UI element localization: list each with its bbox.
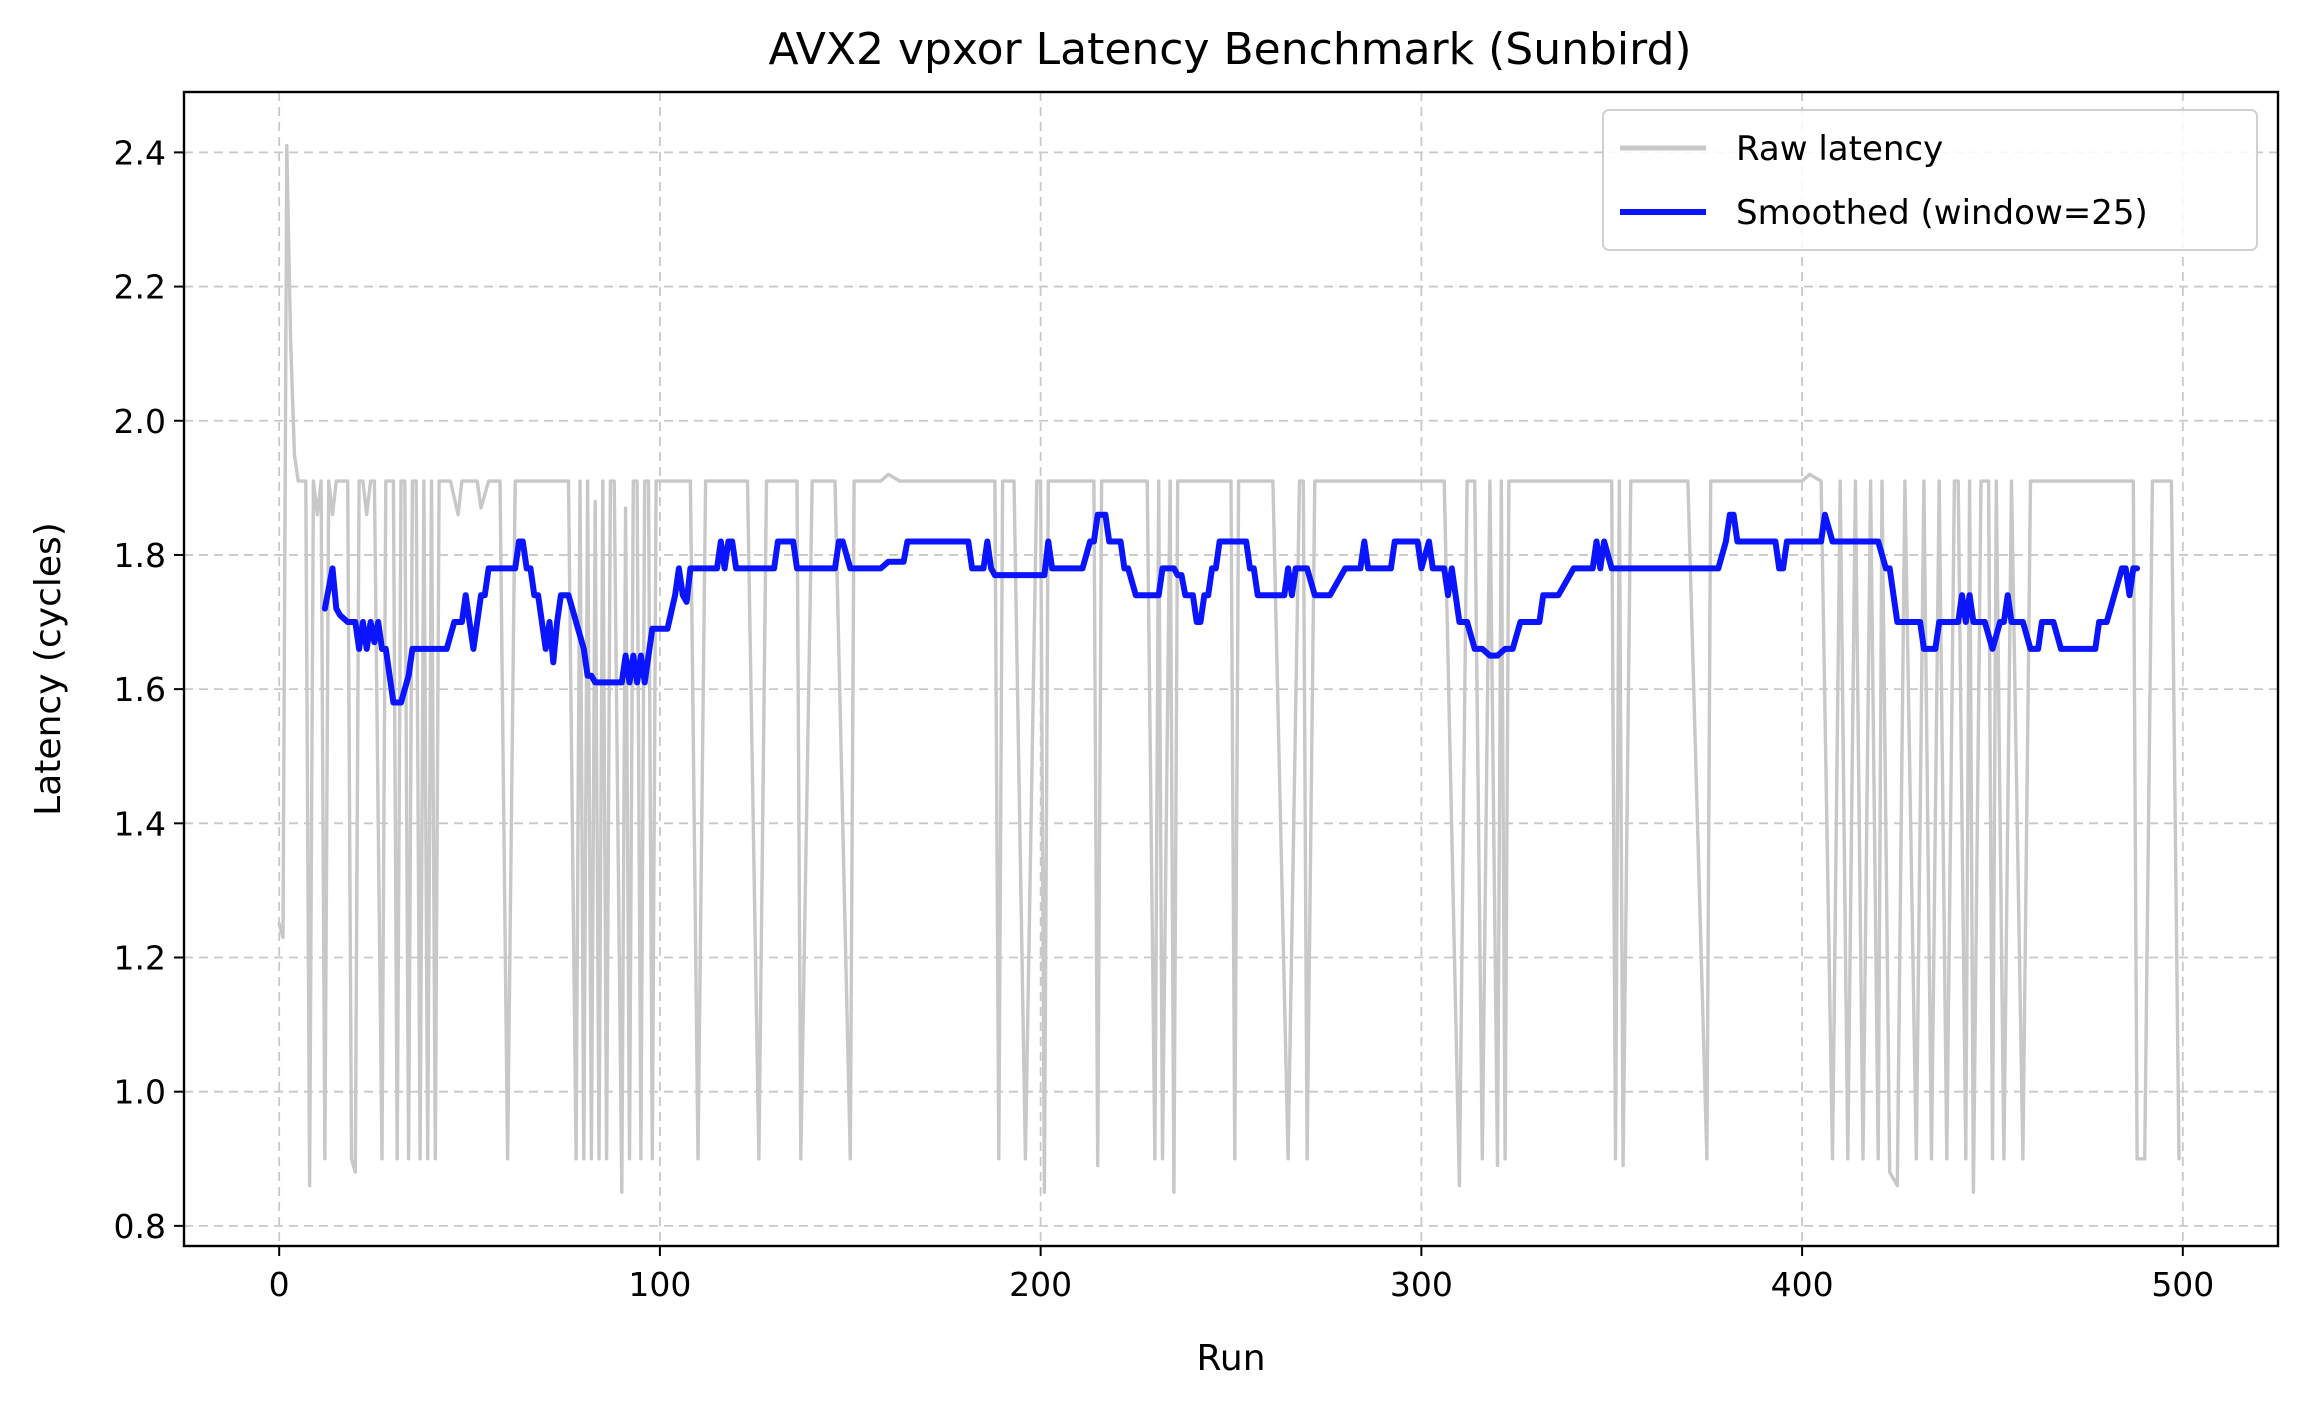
y-tick-label: 1.6 bbox=[114, 670, 166, 709]
chart-title: AVX2 vpxor Latency Benchmark (Sunbird) bbox=[768, 24, 1691, 75]
y-tick-label: 1.4 bbox=[114, 804, 166, 843]
y-tick-label: 2.2 bbox=[114, 268, 166, 307]
x-tick-label: 400 bbox=[1771, 1265, 1834, 1304]
x-axis-ticks: 0 100 200 300 400 500 bbox=[269, 1246, 2214, 1304]
y-tick-label: 0.8 bbox=[114, 1207, 166, 1246]
x-tick-label: 0 bbox=[269, 1265, 290, 1304]
y-axis-ticks: 0.8 1.0 1.2 1.4 1.6 1.8 2.0 2.2 2.4 bbox=[114, 133, 184, 1246]
legend: Raw latency Smoothed (window=25) bbox=[1602, 109, 2258, 251]
raw-latency-line bbox=[277, 144, 2181, 1194]
x-tick-label: 100 bbox=[628, 1265, 691, 1304]
x-tick-label: 200 bbox=[1009, 1265, 1072, 1304]
plot-area-frame bbox=[182, 90, 2280, 1248]
smoothed-latency-line bbox=[321, 511, 2141, 706]
x-tick-label: 300 bbox=[1390, 1265, 1453, 1304]
raw-series-layer bbox=[277, 144, 2181, 1194]
y-tick-label: 2.0 bbox=[114, 402, 166, 441]
y-tick-label: 1.0 bbox=[114, 1073, 166, 1112]
y-tick-label: 1.2 bbox=[114, 939, 166, 978]
y-axis-label: Latency (cycles) bbox=[28, 522, 69, 816]
x-axis-label: Run bbox=[1196, 1338, 1265, 1379]
legend-box bbox=[1602, 109, 2258, 251]
smoothed-series-layer bbox=[321, 511, 2141, 706]
y-tick-label: 2.4 bbox=[114, 133, 166, 172]
legend-smoothed-label: Smoothed (window=25) bbox=[1736, 193, 2148, 233]
y-tick-label: 1.8 bbox=[114, 536, 166, 575]
x-tick-label: 500 bbox=[2151, 1265, 2214, 1304]
legend-raw-label: Raw latency bbox=[1736, 129, 1943, 169]
